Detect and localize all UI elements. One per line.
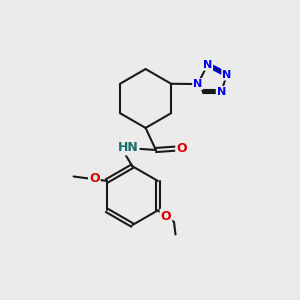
Text: N: N xyxy=(193,79,203,89)
Text: N: N xyxy=(203,60,212,70)
Text: O: O xyxy=(89,172,100,185)
Text: N: N xyxy=(222,70,232,80)
Text: HN: HN xyxy=(118,141,139,154)
Text: N: N xyxy=(217,87,226,97)
Text: O: O xyxy=(176,142,187,155)
Text: O: O xyxy=(160,210,171,223)
